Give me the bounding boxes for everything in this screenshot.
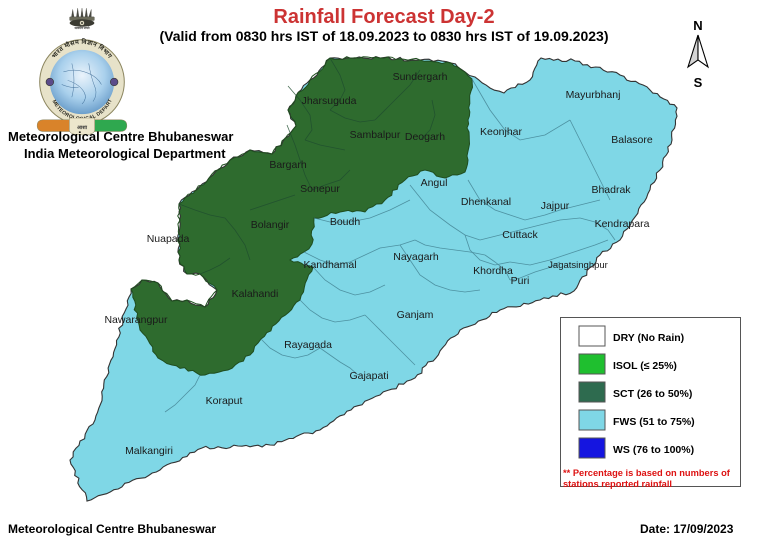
svg-text:Boudh: Boudh <box>330 216 361 228</box>
svg-text:Keonjhar: Keonjhar <box>480 126 523 138</box>
svg-text:Bhadrak: Bhadrak <box>591 184 631 196</box>
svg-text:ISOL (≤ 25%): ISOL (≤ 25%) <box>613 360 677 372</box>
svg-text:Kendrapara: Kendrapara <box>595 218 650 230</box>
svg-text:Sundergarh: Sundergarh <box>393 71 448 83</box>
svg-text:Rayagada: Rayagada <box>284 339 332 351</box>
svg-text:Balasore: Balasore <box>611 134 653 146</box>
svg-text:Jajpur: Jajpur <box>541 200 570 212</box>
svg-text:Gajapati: Gajapati <box>349 370 388 382</box>
svg-text:Ganjam: Ganjam <box>397 309 434 321</box>
svg-text:Nuapada: Nuapada <box>147 233 190 245</box>
svg-text:Puri: Puri <box>511 275 530 287</box>
svg-text:Sambalpur: Sambalpur <box>350 129 401 141</box>
svg-text:Dhenkanal: Dhenkanal <box>461 196 511 208</box>
svg-text:Koraput: Koraput <box>206 395 243 407</box>
svg-text:Jharsuguda: Jharsuguda <box>302 95 357 107</box>
svg-text:SCT (26 to 50%): SCT (26 to 50%) <box>613 388 692 400</box>
svg-text:WS (76 to 100%): WS (76 to 100%) <box>613 444 694 456</box>
svg-text:Bargarh: Bargarh <box>269 159 307 171</box>
svg-text:Kandhamal: Kandhamal <box>303 259 356 271</box>
svg-text:Mayurbhanj: Mayurbhanj <box>566 89 621 101</box>
svg-text:Nayagarh: Nayagarh <box>393 251 439 263</box>
svg-text:Jagatsinghpur: Jagatsinghpur <box>548 260 608 271</box>
svg-text:Nawarangpur: Nawarangpur <box>104 314 168 326</box>
svg-text:Deogarh: Deogarh <box>405 131 445 143</box>
svg-text:Sonepur: Sonepur <box>300 183 340 195</box>
svg-text:Kalahandi: Kalahandi <box>232 288 279 300</box>
svg-text:FWS (51 to 75%): FWS (51 to 75%) <box>613 416 695 428</box>
svg-text:DRY (No Rain): DRY (No Rain) <box>613 332 684 344</box>
svg-text:Malkangiri: Malkangiri <box>125 445 173 457</box>
svg-text:Khordha: Khordha <box>473 265 513 277</box>
svg-text:Bolangir: Bolangir <box>251 219 290 231</box>
svg-text:Angul: Angul <box>421 177 448 189</box>
svg-text:Cuttack: Cuttack <box>502 229 538 241</box>
